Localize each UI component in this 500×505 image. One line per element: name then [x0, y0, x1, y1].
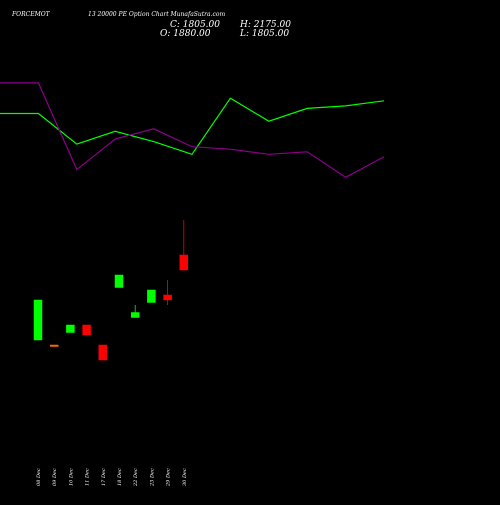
candle-body	[33, 299, 43, 341]
lower-indicator-line	[0, 82, 385, 178]
symbol-label: FORCEMOT	[11, 11, 51, 18]
upper-indicator-line	[0, 97, 385, 156]
x-tick-label: 23 Dec	[149, 468, 155, 487]
x-tick-label: 11 Dec	[85, 468, 91, 486]
candle-body	[98, 344, 108, 361]
low-value: L: 1805.00	[239, 29, 289, 39]
x-tick-label: 30 Dec	[182, 468, 188, 486]
x-tick-label: 08 Dec	[36, 468, 42, 486]
candle-body	[130, 312, 140, 318]
candle-body	[163, 294, 172, 301]
close-value: C: 1805.00	[170, 20, 220, 30]
chart-subtitle: 13 20000 PE Option Chart MunafaSutra.com	[88, 11, 226, 18]
x-tick-label: 09 Dec	[52, 468, 58, 486]
x-tick-label: 29 Dec	[166, 468, 172, 487]
indicator-lines	[0, 82, 385, 178]
high-value: H: 2175.00	[239, 20, 291, 30]
candles	[33, 220, 189, 361]
candle-body	[147, 289, 156, 303]
x-tick-label: 22 Dec	[133, 468, 139, 487]
x-tick-label: 10 Dec	[68, 468, 74, 486]
candle-body	[114, 274, 124, 288]
x-axis-ticks: 08 Dec 09 Dec 10 Dec 11 Dec 17 Dec 18 Dec 22 D…	[36, 468, 188, 487]
candle-body	[179, 254, 189, 271]
candle-body	[49, 344, 59, 347]
candle-body	[82, 324, 91, 336]
candle-body	[66, 324, 75, 333]
x-tick-label: 18 Dec	[117, 468, 123, 486]
x-tick-label: 17 Dec	[101, 468, 107, 486]
open-value: O: 1880.00	[160, 29, 211, 39]
